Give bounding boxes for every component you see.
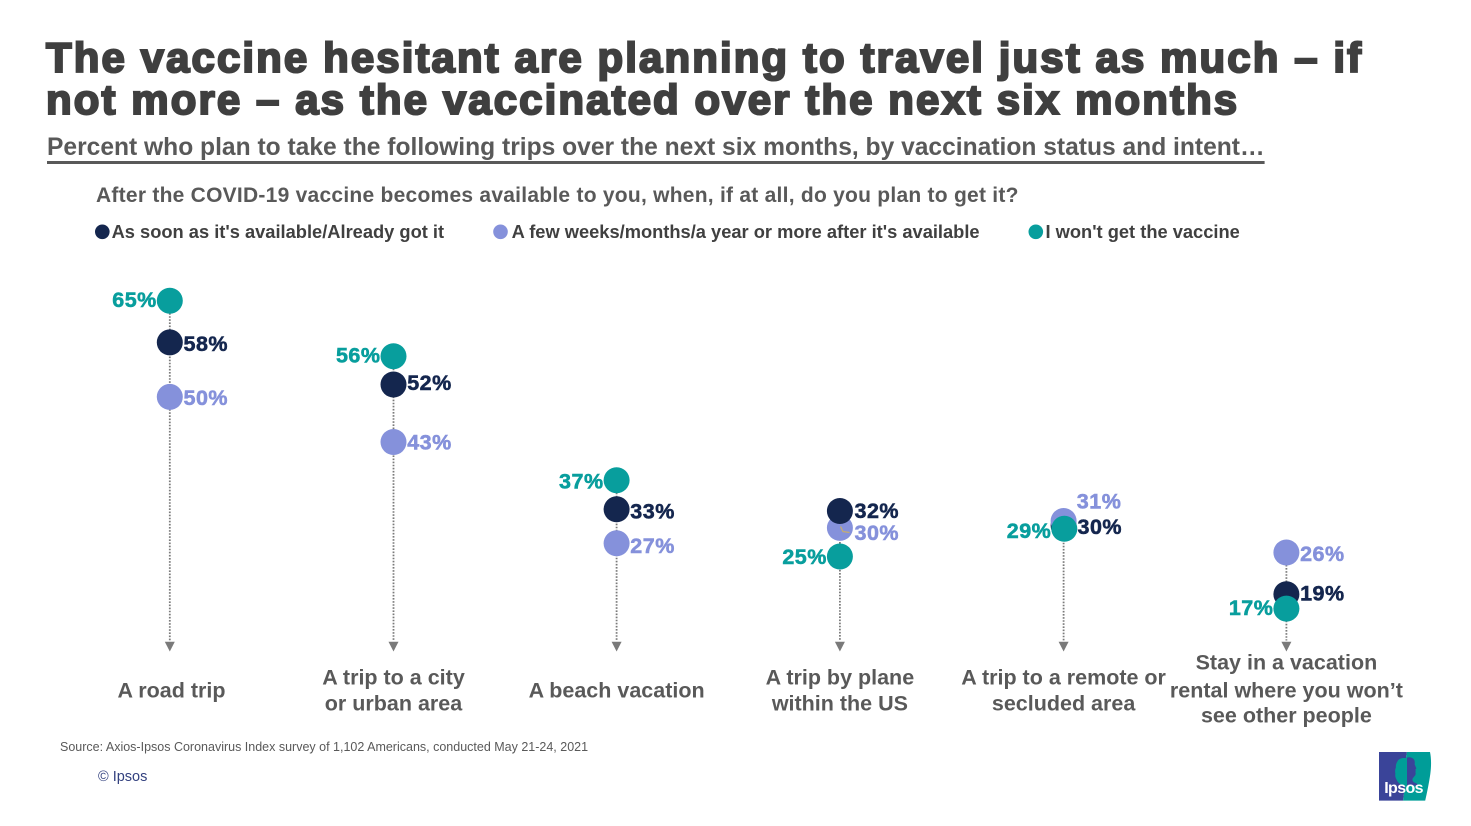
svg-text:26%: 26%	[1300, 542, 1345, 566]
svg-text:secluded area: secluded area	[992, 692, 1136, 716]
svg-text:33%: 33%	[630, 499, 675, 523]
svg-text:or urban area: or urban area	[325, 692, 463, 716]
svg-text:27%: 27%	[630, 534, 675, 558]
svg-text:Stay in a vacation: Stay in a vacation	[1196, 651, 1378, 675]
svg-text:A few weeks/months/a year or m: A few weeks/months/a year or more after …	[512, 221, 980, 242]
svg-text:within the US: within the US	[771, 692, 908, 716]
svg-text:30%: 30%	[855, 521, 900, 545]
svg-text:A road trip: A road trip	[118, 679, 226, 703]
svg-text:58%: 58%	[184, 332, 229, 356]
svg-text:rental where you won’t: rental where you won’t	[1170, 679, 1403, 703]
svg-text:37%: 37%	[559, 470, 604, 494]
svg-text:43%: 43%	[407, 431, 452, 455]
svg-text:31%: 31%	[1077, 490, 1122, 514]
svg-text:A trip by plane: A trip by plane	[766, 666, 915, 690]
svg-text:52%: 52%	[407, 371, 452, 395]
svg-text:see other people: see other people	[1201, 704, 1372, 728]
svg-text:A beach vacation: A beach vacation	[529, 679, 705, 703]
svg-text:56%: 56%	[336, 344, 381, 368]
svg-text:30%: 30%	[1078, 515, 1123, 539]
svg-text:25%: 25%	[782, 545, 827, 569]
svg-text:A trip to a city: A trip to a city	[322, 666, 465, 690]
svg-text:19%: 19%	[1300, 582, 1345, 606]
svg-text:Ipsos: Ipsos	[1384, 780, 1423, 797]
svg-text:A trip to a remote or: A trip to a remote or	[961, 666, 1166, 690]
svg-text:I won't get the vaccine: I won't get the vaccine	[1046, 221, 1240, 242]
svg-text:29%: 29%	[1007, 519, 1052, 543]
svg-text:17%: 17%	[1229, 596, 1274, 620]
svg-text:50%: 50%	[184, 386, 229, 410]
svg-text:32%: 32%	[855, 499, 900, 523]
svg-text:As soon as it's available/Alre: As soon as it's available/Already got it	[112, 221, 445, 242]
svg-text:65%: 65%	[112, 288, 157, 312]
